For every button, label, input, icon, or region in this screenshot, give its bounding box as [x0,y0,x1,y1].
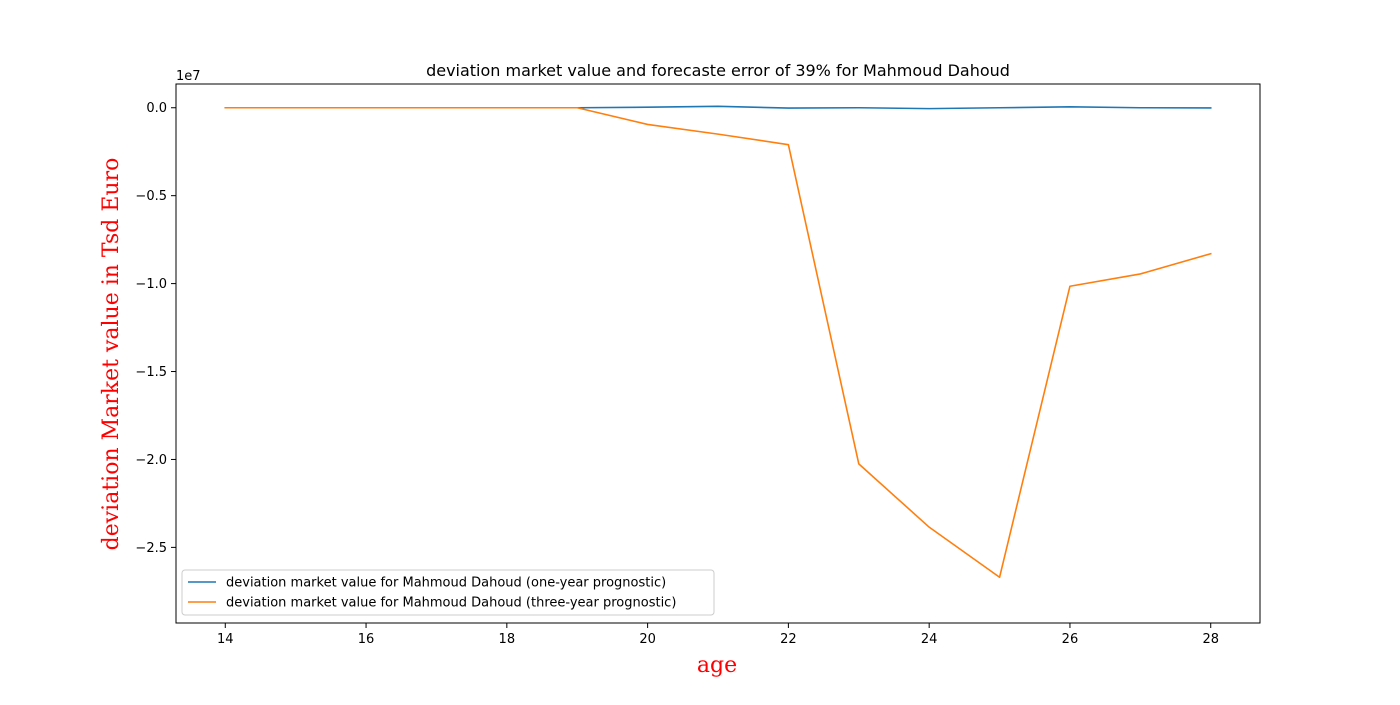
x-tick-label: 28 [1202,632,1219,647]
y-tick-label: −2.5 [135,541,167,556]
x-tick-label: 20 [639,632,656,647]
legend-box [181,569,715,616]
y-tick-label: −1.5 [135,365,167,380]
y-tick-label: −2.0 [135,453,167,468]
plot-frame [175,83,1261,624]
y-tick-label: −1.0 [135,277,167,292]
series-line-2 [224,106,1212,579]
plot-area: 14 16 18 20 22 24 26 28 0.0 −0.5 −1.0 −1.5 −2.0 −2.5 [135,83,1261,647]
y-tick-label: 0.0 [146,101,167,116]
legend-entry-1: deviation market value for Mahmoud Dahou… [226,576,666,591]
x-tick-label: 26 [1062,632,1079,647]
x-tick-label: 16 [358,632,375,647]
y-axis-offset-text: 1e7 [176,69,201,84]
y-tick-label: −0.5 [135,189,167,204]
x-axis-label: age [697,653,737,678]
x-tick-label: 18 [499,632,516,647]
x-tick-label: 22 [780,632,797,647]
chart-title: deviation market value and forecaste err… [426,61,1010,80]
y-axis-label: deviation Market value in Tsd Euro [99,158,124,551]
x-tick-label: 14 [217,632,234,647]
legend: deviation market value for Mahmoud Dahou… [181,569,715,616]
x-tick-label: 24 [921,632,938,647]
legend-entry-2: deviation market value for Mahmoud Dahou… [226,596,676,611]
